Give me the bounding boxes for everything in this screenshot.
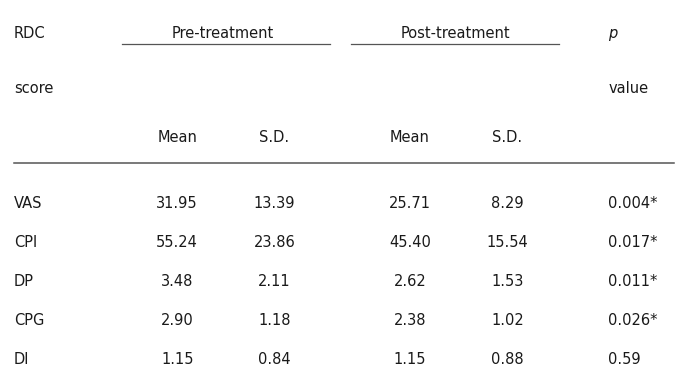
Text: 2.62: 2.62 bbox=[393, 274, 427, 289]
Text: DI: DI bbox=[14, 352, 29, 367]
Text: p: p bbox=[608, 26, 617, 41]
Text: 2.38: 2.38 bbox=[394, 313, 426, 328]
Text: 0.84: 0.84 bbox=[259, 352, 291, 367]
Text: 1.02: 1.02 bbox=[491, 313, 524, 328]
Text: value: value bbox=[608, 81, 648, 97]
Text: 25.71: 25.71 bbox=[389, 196, 431, 211]
Text: VAS: VAS bbox=[14, 196, 42, 211]
Text: 23.86: 23.86 bbox=[254, 235, 295, 250]
Text: CPG: CPG bbox=[14, 313, 44, 328]
Text: S.D.: S.D. bbox=[259, 130, 290, 145]
Text: 2.90: 2.90 bbox=[161, 313, 194, 328]
Text: 2.11: 2.11 bbox=[259, 274, 291, 289]
Text: 0.026*: 0.026* bbox=[608, 313, 657, 328]
Text: Pre-treatment: Pre-treatment bbox=[171, 26, 274, 41]
Text: 55.24: 55.24 bbox=[156, 235, 198, 250]
Text: 45.40: 45.40 bbox=[389, 235, 431, 250]
Text: 1.15: 1.15 bbox=[394, 352, 426, 367]
Text: DP: DP bbox=[14, 274, 34, 289]
Text: CPI: CPI bbox=[14, 235, 37, 250]
Text: 1.53: 1.53 bbox=[491, 274, 523, 289]
Text: 31.95: 31.95 bbox=[156, 196, 198, 211]
Text: Mean: Mean bbox=[157, 130, 197, 145]
Text: S.D.: S.D. bbox=[492, 130, 523, 145]
Text: 1.15: 1.15 bbox=[161, 352, 193, 367]
Text: 0.004*: 0.004* bbox=[608, 196, 657, 211]
Text: 1.18: 1.18 bbox=[259, 313, 291, 328]
Text: Post-treatment: Post-treatment bbox=[400, 26, 510, 41]
Text: RDC: RDC bbox=[14, 26, 46, 41]
Text: Mean: Mean bbox=[390, 130, 430, 145]
Text: 0.59: 0.59 bbox=[608, 352, 641, 367]
Text: 15.54: 15.54 bbox=[486, 235, 528, 250]
Text: 13.39: 13.39 bbox=[254, 196, 295, 211]
Text: 3.48: 3.48 bbox=[161, 274, 193, 289]
Text: 0.017*: 0.017* bbox=[608, 235, 657, 250]
Text: 8.29: 8.29 bbox=[491, 196, 523, 211]
Text: 0.011*: 0.011* bbox=[608, 274, 657, 289]
Text: score: score bbox=[14, 81, 54, 97]
Text: 0.88: 0.88 bbox=[491, 352, 523, 367]
